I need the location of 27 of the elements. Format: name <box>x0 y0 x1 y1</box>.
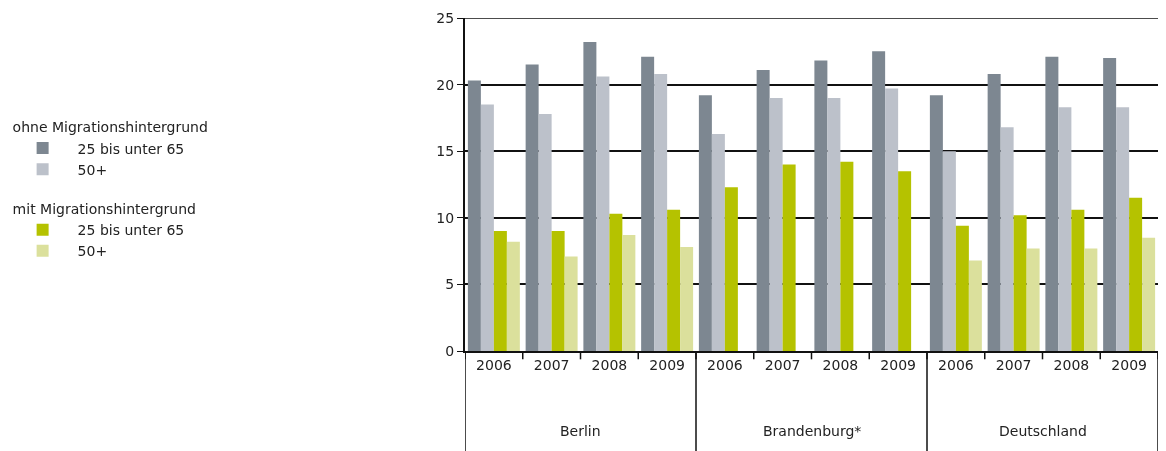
legend-label: 25 bis unter 65 <box>77 140 185 157</box>
x-tick-label: 2008 <box>591 356 628 373</box>
x-tick-label: 2007 <box>764 356 801 373</box>
legend-label: 25 bis unter 65 <box>77 222 185 239</box>
y-tick-label: 20 <box>436 76 455 93</box>
legend-label: 50+ <box>77 161 108 178</box>
legend-label: 50+ <box>77 243 108 260</box>
x-tick-label: 2009 <box>880 356 916 373</box>
text: Brandenburg* <box>763 423 862 439</box>
text: Berlin <box>560 423 601 439</box>
x-tick-label: 2009 <box>1111 356 1147 373</box>
x-tick-label: 2008 <box>1053 356 1090 373</box>
y-tick-label: 5 <box>445 276 455 293</box>
text: mit Migrationshintergrund <box>12 200 196 217</box>
y-tick-label: 0 <box>445 342 455 359</box>
text: ohne Migrationshintergrund <box>12 119 208 136</box>
x-tick-label: 2006 <box>476 356 512 373</box>
x-tick-label: 2007 <box>995 356 1032 373</box>
y-tick-label: 15 <box>436 143 455 160</box>
x-tick-label: 2008 <box>822 356 859 373</box>
x-tick-label: 2007 <box>533 356 570 373</box>
y-tick-label: 25 <box>436 9 455 26</box>
y-tick-label: 10 <box>436 209 455 226</box>
x-tick-label: 2006 <box>707 356 743 373</box>
text: Deutschland <box>999 423 1087 439</box>
x-tick-label: 2006 <box>938 356 974 373</box>
x-tick-label: 2009 <box>649 356 685 373</box>
